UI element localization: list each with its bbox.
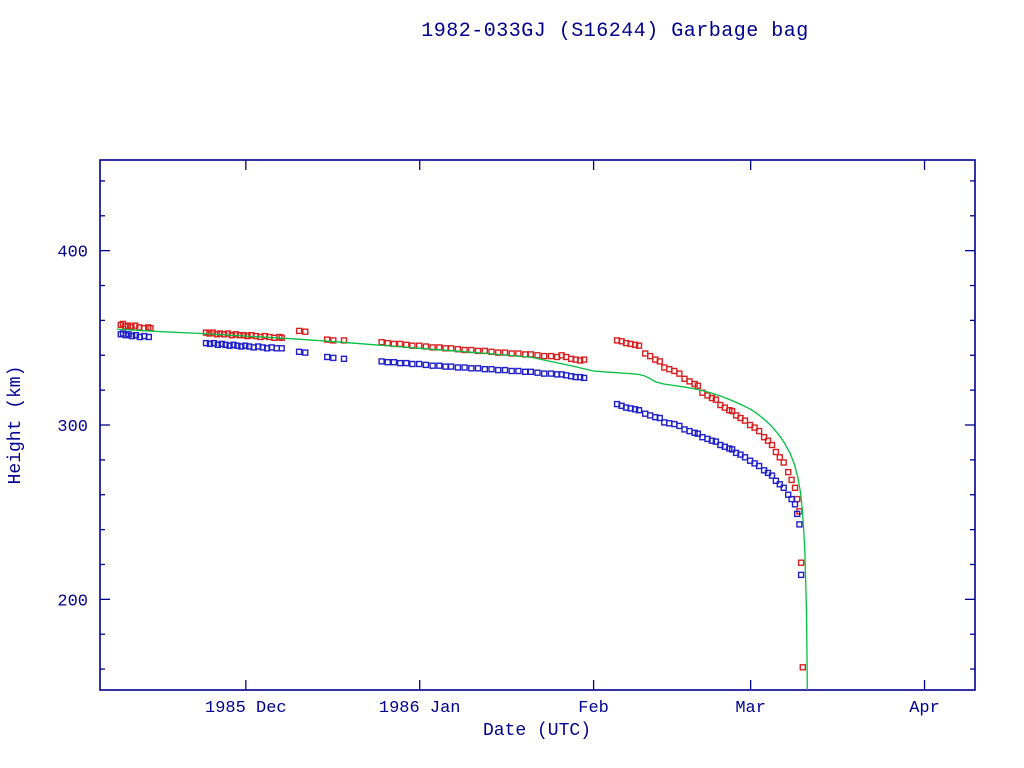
x-tick-label: 1986 Jan bbox=[379, 699, 461, 718]
apogee-height-points bbox=[117, 320, 806, 671]
x-tick-label: Apr bbox=[909, 699, 940, 718]
x-axis-label: Date (UTC) bbox=[482, 721, 592, 741]
chart-title: 1982-033GJ (S16244) Garbage bag bbox=[421, 20, 809, 43]
x-tick-label: 1985 Dec bbox=[205, 699, 287, 718]
y-axis-label: Height (km) bbox=[6, 365, 26, 485]
axis-ticks bbox=[100, 160, 975, 690]
y-tick-label: 400 bbox=[57, 244, 88, 263]
perigee-height-points bbox=[117, 330, 805, 579]
decay-curve bbox=[116, 328, 808, 691]
plot-frame bbox=[99, 159, 976, 691]
x-tick-label: Feb bbox=[578, 699, 609, 718]
y-tick-label: 300 bbox=[57, 418, 88, 437]
y-tick-label: 200 bbox=[57, 592, 88, 611]
x-tick-label: Mar bbox=[735, 699, 766, 718]
